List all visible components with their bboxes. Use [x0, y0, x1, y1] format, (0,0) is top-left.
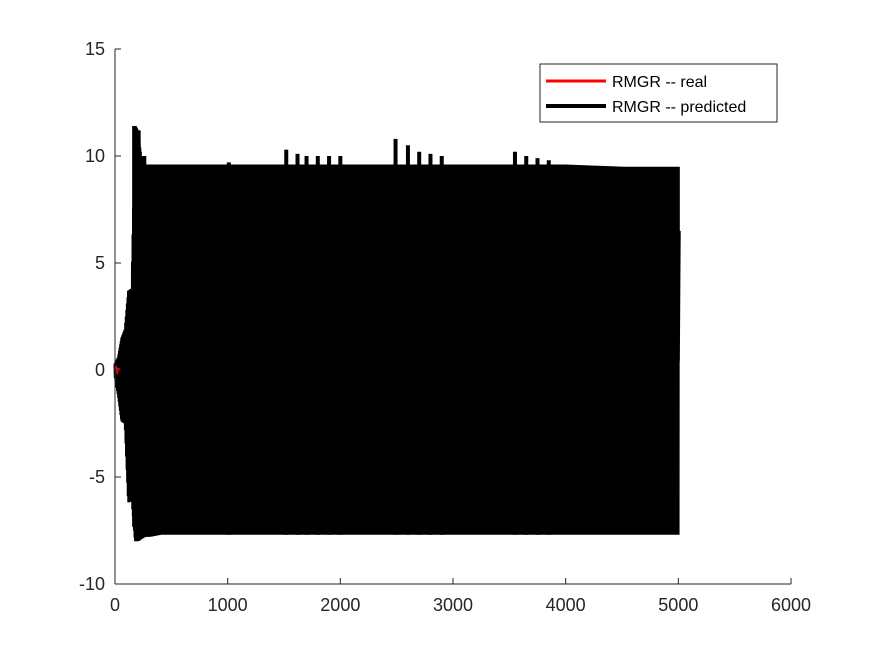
plot-area: [113, 126, 681, 542]
y-tick-label: -5: [89, 467, 105, 487]
x-tick-label: 4000: [546, 595, 586, 615]
y-tick-label: -10: [79, 574, 105, 594]
y-tick-label: 0: [95, 360, 105, 380]
x-tick-label: 2000: [320, 595, 360, 615]
x-tick-label: 6000: [771, 595, 811, 615]
y-tick-label: 10: [85, 146, 105, 166]
legend: RMGR -- real RMGR -- predicted: [539, 63, 778, 123]
series-real-line: [114, 365, 121, 376]
axes: 0 1000 2000 3000 4000 5000 6000 -10 -5 0 5 10 15: [79, 39, 811, 615]
x-tick-label: 0: [110, 595, 120, 615]
legend-label-predicted: RMGR -- predicted: [612, 99, 746, 116]
x-tick-label: 3000: [433, 595, 473, 615]
x-tick-label: 1000: [208, 595, 248, 615]
y-tick-label: 15: [85, 39, 105, 59]
x-tick-label: 5000: [658, 595, 698, 615]
y-tick-label: 5: [95, 253, 105, 273]
legend-box: [539, 63, 778, 123]
legend-label-real: RMGR -- real: [612, 74, 707, 91]
